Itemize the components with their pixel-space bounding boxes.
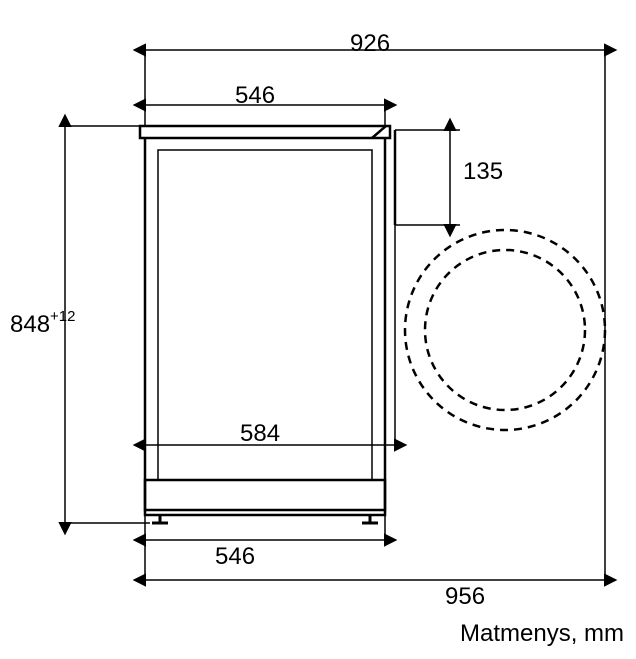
dim-956: 956 bbox=[445, 583, 485, 611]
dimension-diagram: 926 546 848+12 135 584 546 956 Matmenys,… bbox=[0, 0, 636, 659]
dim-584: 584 bbox=[240, 420, 280, 448]
dim-848: 848+12 bbox=[10, 310, 76, 339]
dim-135: 135 bbox=[463, 158, 503, 186]
dim-546a: 546 bbox=[235, 82, 275, 110]
dim-926: 926 bbox=[350, 30, 390, 58]
dim-848-tol: +12 bbox=[50, 308, 75, 325]
caption: Matmenys, mm bbox=[460, 620, 624, 648]
diagram-svg bbox=[0, 0, 636, 659]
dim-848-value: 848 bbox=[10, 311, 50, 338]
dim-546b: 546 bbox=[215, 543, 255, 571]
